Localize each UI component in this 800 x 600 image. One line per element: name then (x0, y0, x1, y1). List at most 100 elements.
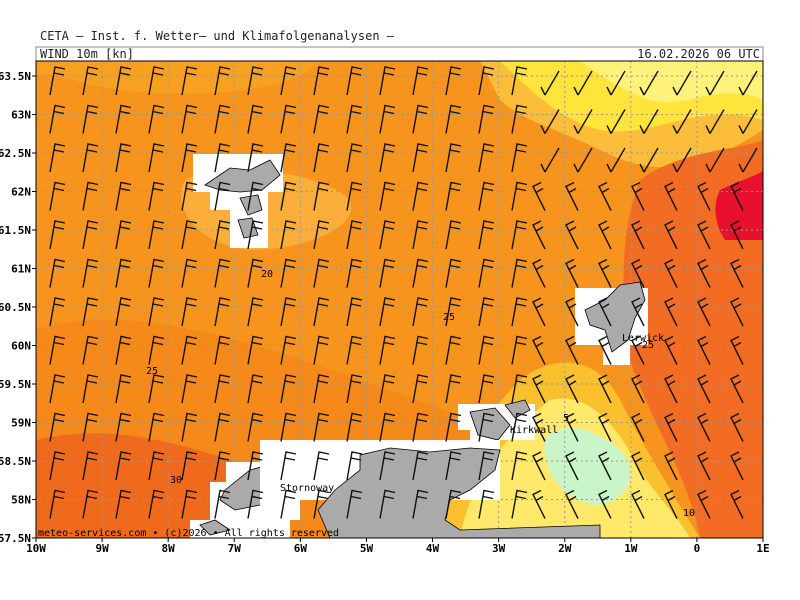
wind-barb (573, 109, 593, 134)
wind-barb (214, 412, 231, 442)
wind-barb (478, 258, 495, 288)
wind-barb (148, 220, 165, 250)
lat-label: 63N (11, 109, 31, 122)
wind-barb (412, 66, 429, 96)
wind-barb (705, 109, 725, 134)
wind-barb (247, 335, 264, 365)
wind-barb (214, 220, 231, 250)
wind-barb (664, 335, 678, 365)
wind-barb (346, 66, 363, 96)
wind-barb (181, 258, 198, 288)
lat-label: 60N (11, 340, 31, 353)
wind-barb (445, 181, 462, 211)
wind-barb (445, 489, 462, 519)
wind-barb (49, 258, 66, 288)
wind-barb (697, 297, 711, 327)
wind-barb (82, 335, 99, 365)
wind-barb (511, 220, 528, 250)
wind-barb (672, 147, 692, 173)
wind-barb (280, 451, 297, 481)
wind-barb (445, 297, 462, 327)
wind-barb (379, 220, 396, 250)
wind-barb (379, 104, 396, 134)
wind-barb (379, 297, 396, 327)
wind-barb (379, 143, 396, 173)
wind-barb (598, 335, 612, 365)
wind-barb (412, 489, 429, 519)
wind-barb (379, 258, 396, 288)
wind-barb (280, 489, 297, 519)
wind-barb (565, 220, 579, 250)
wind-barb (346, 258, 363, 288)
wind-barb (379, 412, 396, 442)
wind-barb (573, 147, 593, 173)
wind-barb (115, 412, 132, 442)
wind-barb (82, 374, 99, 404)
wind-barb (697, 412, 711, 442)
wind-barb (247, 66, 264, 96)
wind-barb (346, 451, 363, 481)
place-label: Stornoway (280, 483, 334, 494)
graticule (36, 61, 763, 538)
lat-label: 59.5N (0, 378, 31, 391)
wind-barb (379, 181, 396, 211)
lon-label: 7W (228, 542, 242, 555)
wind-barb (280, 104, 297, 134)
wind-barb (313, 412, 330, 442)
wind-barb (478, 374, 495, 404)
wind-barb (412, 297, 429, 327)
wind-barb (313, 104, 330, 134)
wind-barb (214, 297, 231, 327)
contour-label: 30 (170, 475, 182, 486)
wind-barb (664, 181, 678, 211)
wind-barb (639, 70, 659, 96)
wind-barb (214, 181, 231, 211)
lon-label: 8W (162, 542, 176, 555)
wind-barb (445, 220, 462, 250)
wind-barb (672, 109, 692, 134)
wind-barb (346, 104, 363, 134)
wind-barb (565, 412, 579, 442)
contour-label: 25 (443, 312, 455, 323)
wind-barb (697, 181, 711, 211)
wind-barb (49, 220, 66, 250)
wind-barb (664, 220, 678, 250)
wind-barb (478, 489, 495, 519)
wind-barb (313, 297, 330, 327)
wind-barb (247, 451, 264, 481)
wind-barb (511, 143, 528, 173)
wind-barb (115, 104, 132, 134)
wind-barb (532, 412, 546, 442)
lon-label: 1W (624, 542, 638, 555)
wind-barb (82, 220, 99, 250)
wind-barb (532, 335, 546, 365)
wind-barb (148, 489, 165, 519)
contour-label: 5 (563, 413, 569, 424)
wind-barb (511, 258, 528, 288)
wind-barb (738, 70, 758, 96)
wind-barb (412, 335, 429, 365)
wind-barb (565, 451, 579, 481)
wind-barb (532, 451, 546, 481)
wind-barb (445, 451, 462, 481)
wind-barb (181, 220, 198, 250)
wind-barb (598, 489, 612, 519)
wind-barb (247, 181, 264, 211)
wind-barb (697, 335, 711, 365)
lon-label: 10W (26, 542, 46, 555)
wind-barb (346, 412, 363, 442)
wind-barb (49, 297, 66, 327)
wind-barb (532, 297, 546, 327)
credit: meteo-services.com • (c)2026 • All right… (38, 528, 339, 539)
wind-barb (115, 220, 132, 250)
wind-barb (511, 66, 528, 96)
wind-barb (115, 66, 132, 96)
wind-barb (730, 412, 744, 442)
wind-barb (664, 451, 678, 481)
wind-barb (82, 104, 99, 134)
wind-barb (664, 412, 678, 442)
land (190, 154, 648, 539)
place-label: Kirkwall (510, 425, 558, 436)
lat-label: 60.5N (0, 301, 31, 314)
lat-label: 61N (11, 263, 31, 276)
